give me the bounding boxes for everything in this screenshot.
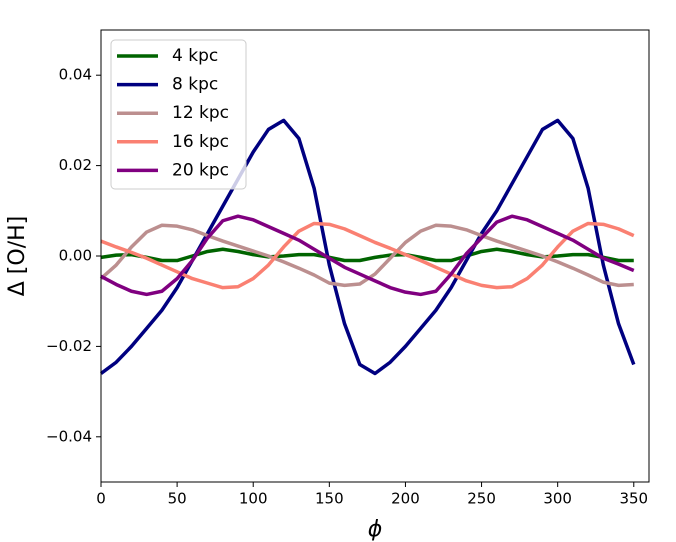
y-tick-label: −0.04	[46, 427, 92, 445]
x-tick-label: 300	[543, 490, 572, 508]
legend-text: 8 kpc	[172, 75, 218, 95]
x-tick-label: 0	[96, 490, 106, 508]
x-tick-label: 100	[239, 490, 268, 508]
x-tick-label: 150	[315, 490, 344, 508]
y-axis-label: Δ [O/H]	[5, 216, 30, 296]
legend-text: 4 kpc	[172, 46, 218, 66]
series-line	[100, 221, 635, 290]
plot-frame	[100, 29, 650, 483]
legend-text: 16 kpc	[172, 132, 229, 152]
series-line	[100, 214, 635, 297]
x-tick-label: 50	[168, 490, 187, 508]
x-tick-label: 200	[391, 490, 420, 508]
y-tick-label: 0.02	[59, 156, 92, 174]
x-axis-label: ϕ	[368, 517, 383, 542]
y-tick-label: −0.02	[46, 337, 92, 355]
x-tick-label: 350	[619, 490, 648, 508]
y-tick-label: 0.00	[59, 247, 92, 265]
x-tick-label: 250	[467, 490, 496, 508]
legend-text: 12 kpc	[172, 103, 229, 123]
legend-text: 20 kpc	[172, 160, 229, 180]
y-tick-label: 0.04	[59, 66, 92, 84]
legend-box	[110, 39, 247, 190]
